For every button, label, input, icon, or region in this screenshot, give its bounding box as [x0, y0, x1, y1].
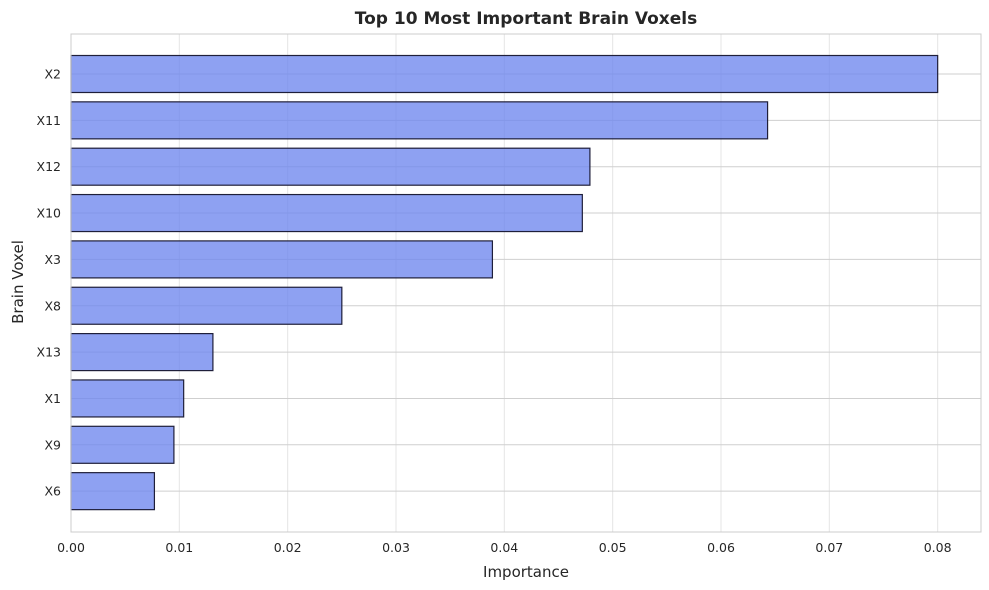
bar-x6 [70, 472, 156, 511]
y-tick-label: X12 [37, 159, 61, 174]
y-axis-label: Brain Voxel [9, 240, 27, 324]
x-tick-labels: 0.00 0.01 0.02 0.03 0.04 0.05 0.06 0.07 0.08 [57, 540, 952, 555]
x-tick-label: 0.01 [165, 540, 193, 555]
y-tick-label: X6 [44, 484, 61, 499]
y-tick-label: X11 [37, 113, 61, 128]
x-tick-label: 0.08 [924, 540, 952, 555]
y-tick-label: X13 [37, 345, 61, 360]
y-tick-labels: X2 X11 X12 X10 X3 X8 X13 X1 X9 X6 [37, 67, 62, 499]
plot-border [70, 33, 982, 533]
y-tick-label: X2 [44, 67, 61, 82]
plot-frame [70, 33, 982, 533]
y-tick-label: X9 [44, 437, 61, 452]
bars [70, 54, 939, 511]
x-tick-label: 0.02 [274, 540, 302, 555]
chart-title: Top 10 Most Important Brain Voxels [355, 9, 697, 29]
bar-x8 [70, 286, 343, 325]
y-tick-label: X10 [37, 206, 62, 221]
x-axis-label: Importance [483, 563, 569, 581]
x-tick-label: 0.04 [490, 540, 518, 555]
x-tick-label: 0.00 [57, 540, 85, 555]
bar-x10 [70, 193, 583, 233]
x-tick-label: 0.05 [599, 540, 627, 555]
y-tick-label: X3 [44, 252, 61, 267]
x-tick-label: 0.03 [382, 540, 410, 555]
y-tick-label: X8 [44, 298, 61, 313]
y-tick-label: X1 [44, 391, 61, 406]
bar-x11 [70, 101, 769, 140]
x-tick-label: 0.06 [707, 540, 735, 555]
bar-x1 [70, 379, 185, 418]
bar-x12 [70, 147, 591, 186]
bar-x3 [70, 240, 494, 279]
bar-x9 [70, 425, 175, 464]
bar-x2 [70, 54, 939, 94]
x-tick-label: 0.07 [815, 540, 843, 555]
bar-x13 [70, 333, 214, 372]
